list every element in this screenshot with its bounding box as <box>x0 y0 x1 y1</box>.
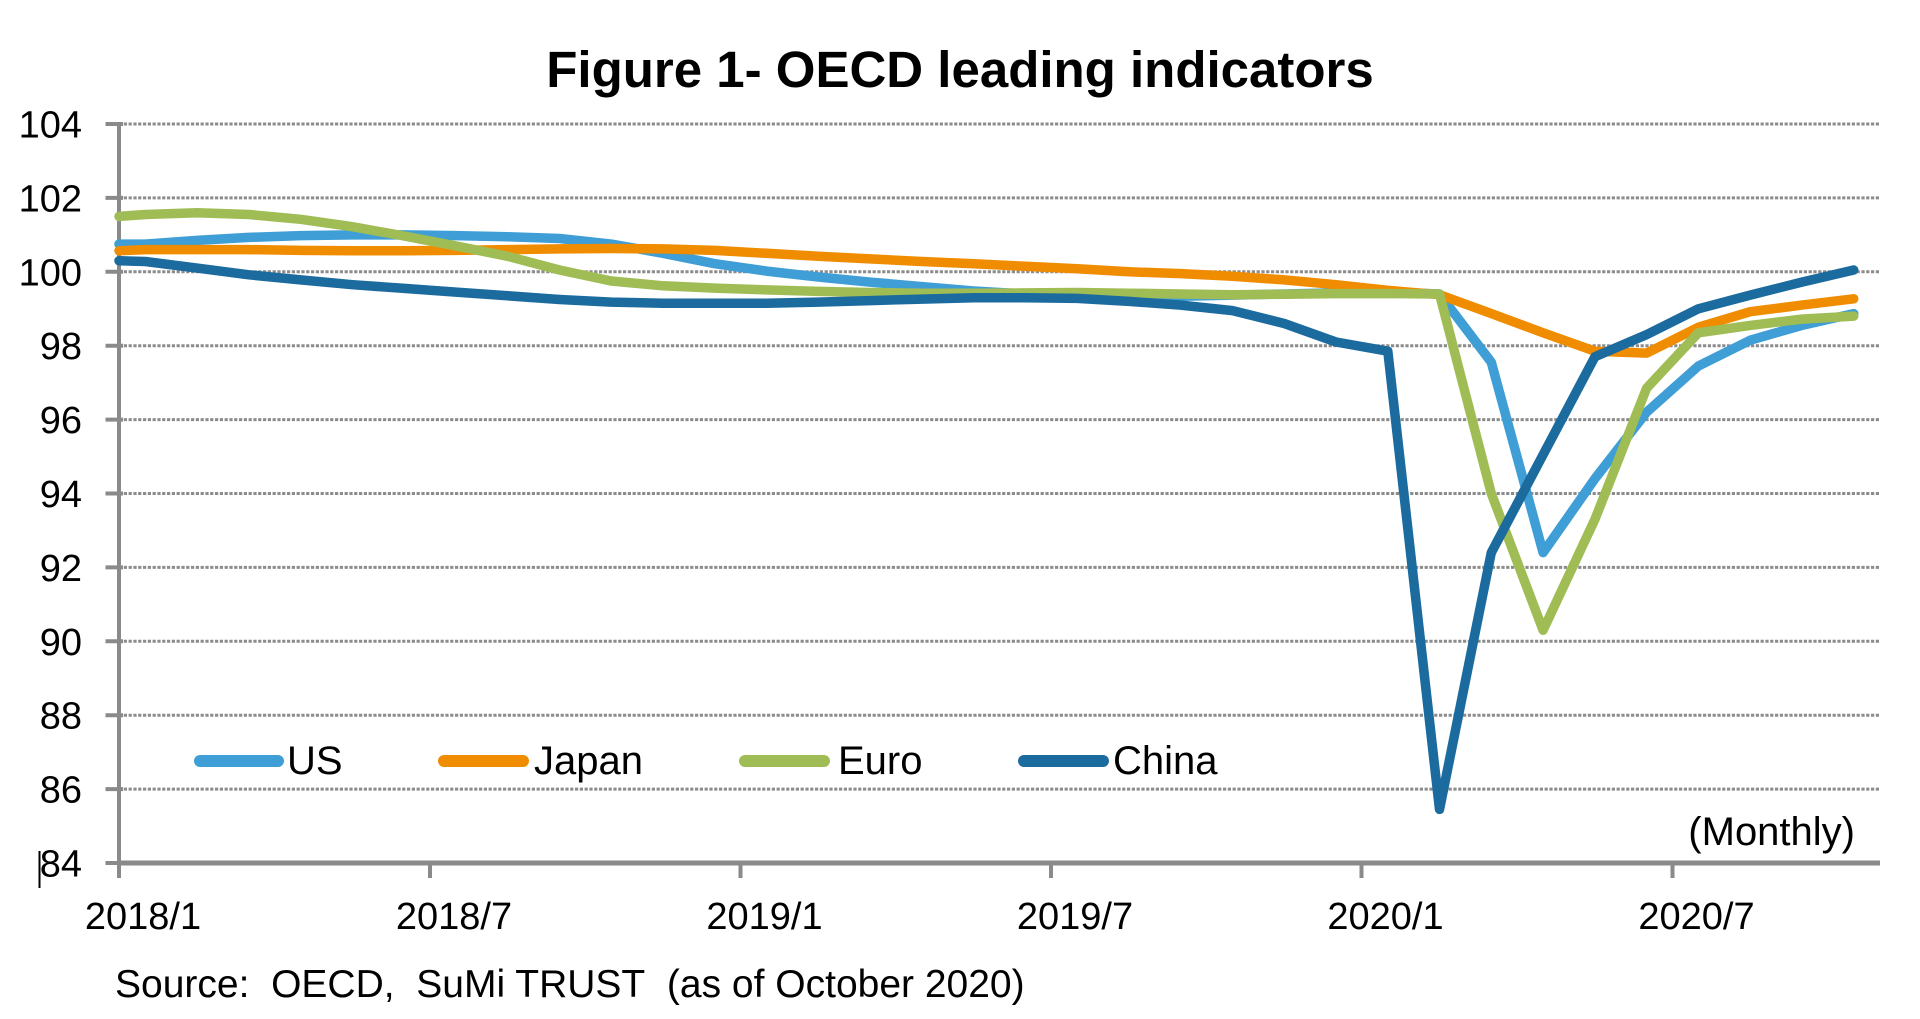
svg-text:2018/7: 2018/7 <box>396 896 512 938</box>
svg-text:104: 104 <box>19 105 82 147</box>
svg-text:(Monthly): (Monthly) <box>1688 810 1855 854</box>
svg-text:Source: OECD, SuMi TRUST (a: Source: OECD, SuMi TRUST (as of October … <box>115 963 1025 1006</box>
svg-text:2019/7: 2019/7 <box>1017 896 1133 938</box>
svg-text:2020/7: 2020/7 <box>1638 896 1754 938</box>
svg-text:96: 96 <box>40 400 82 442</box>
svg-text:China: China <box>1113 739 1218 783</box>
svg-text:98: 98 <box>40 326 82 368</box>
svg-text:Euro: Euro <box>838 739 923 783</box>
svg-text:Figure 1- OECD leading indicat: Figure 1- OECD leading indicators <box>546 41 1373 98</box>
svg-text:2018/1: 2018/1 <box>85 896 201 938</box>
svg-text:102: 102 <box>19 178 82 220</box>
svg-text:100: 100 <box>19 252 82 294</box>
svg-text:Japan: Japan <box>534 739 643 783</box>
svg-text:94: 94 <box>40 474 82 516</box>
svg-text:US: US <box>287 739 343 783</box>
svg-text:84: 84 <box>40 844 82 886</box>
svg-text:88: 88 <box>40 696 82 738</box>
svg-text:92: 92 <box>40 548 82 590</box>
svg-text:90: 90 <box>40 622 82 664</box>
svg-text:2019/1: 2019/1 <box>706 896 822 938</box>
svg-text:2020/1: 2020/1 <box>1327 896 1443 938</box>
svg-text:86: 86 <box>40 770 82 812</box>
